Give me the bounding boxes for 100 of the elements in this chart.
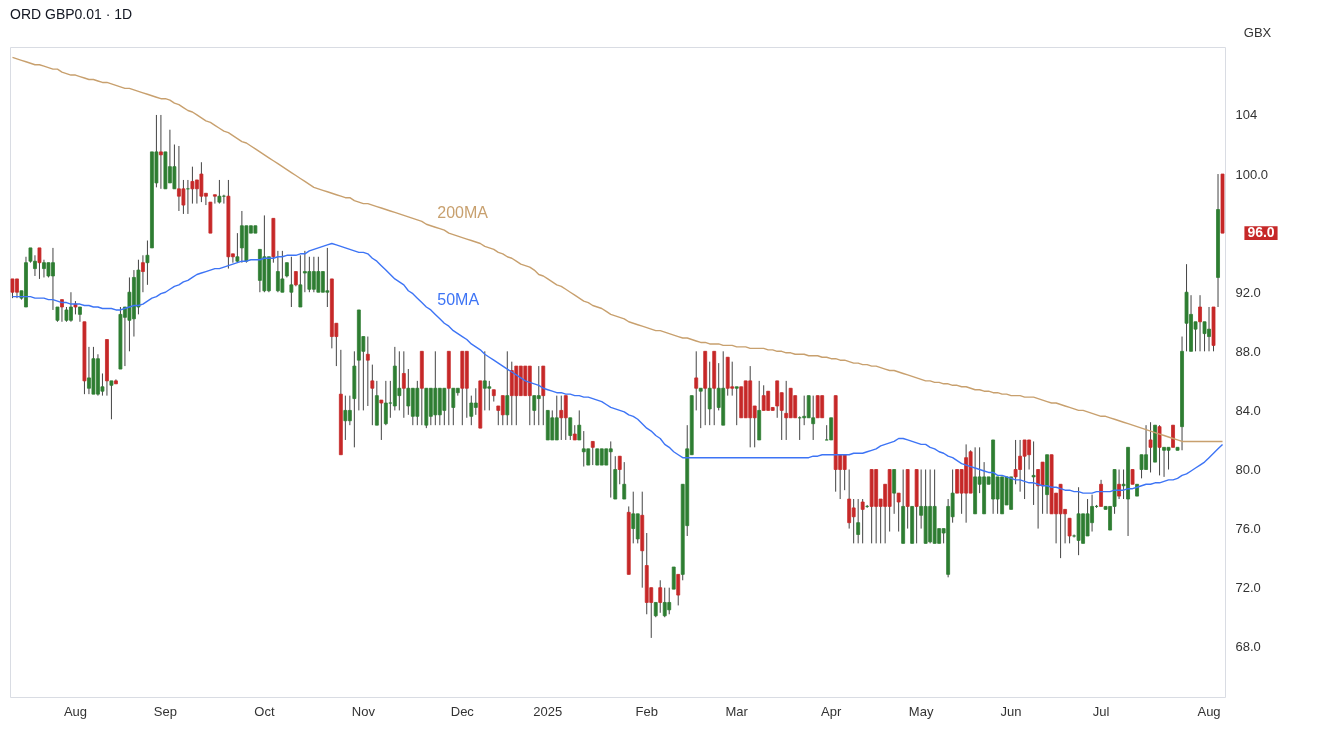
candlestick	[1198, 294, 1202, 352]
series-label: 50MA	[437, 291, 480, 309]
candlestick	[365, 336, 370, 407]
candlestick	[608, 440, 613, 499]
candlestick	[1139, 454, 1144, 479]
text: 96.0	[1247, 224, 1275, 241]
x-tick-label: Aug	[1197, 703, 1221, 719]
candlestick	[617, 455, 622, 485]
candlestick	[141, 254, 145, 293]
y-tick-label: 68.0	[1235, 639, 1261, 655]
candlestick	[532, 395, 537, 426]
candlestick	[734, 386, 739, 426]
y-tick-label: 72.0	[1235, 580, 1261, 596]
candlestick	[955, 469, 960, 494]
candlestick	[159, 114, 163, 190]
y-tick-label: 84.0	[1235, 402, 1261, 418]
x-tick-label: Oct	[254, 703, 275, 719]
y-tick-label: 76.0	[1235, 521, 1261, 537]
candlestick	[631, 491, 636, 544]
candlestick	[581, 430, 586, 468]
candlestick	[671, 566, 676, 590]
x-tick-label: Feb	[635, 703, 658, 719]
candlestick	[1067, 517, 1072, 544]
candlestick	[1157, 424, 1162, 476]
candlestick	[289, 256, 294, 308]
candlestick	[347, 395, 352, 426]
x-tick-label: Mar	[725, 703, 749, 719]
x-tick-label: 2025	[533, 703, 563, 719]
candlestick	[658, 579, 663, 614]
candlestick	[761, 384, 766, 411]
candlestick	[217, 179, 222, 205]
candlestick	[1022, 439, 1027, 500]
x-tick-label: Aug	[63, 703, 88, 719]
candlestick	[536, 365, 541, 426]
candlestick	[577, 409, 582, 441]
candlestick	[550, 409, 555, 441]
candlestick	[847, 469, 852, 530]
candlestick	[815, 395, 820, 419]
series-label: 200MA	[437, 204, 489, 222]
candlestick	[370, 364, 375, 426]
x-tick-label: Dec	[450, 703, 475, 719]
candlestick	[1171, 424, 1175, 448]
candlestick	[401, 350, 406, 419]
x-tick-label: Sep	[153, 703, 177, 719]
candlestick	[473, 387, 478, 416]
candlestick	[500, 395, 505, 426]
candlestick	[590, 440, 595, 466]
candlestick	[851, 498, 856, 544]
candlestick	[487, 380, 492, 411]
candlestick	[842, 454, 847, 491]
candlestick	[707, 361, 712, 426]
candlestick	[766, 390, 771, 411]
candlestick	[442, 387, 447, 426]
candlestick	[820, 395, 825, 419]
candlestick	[662, 587, 667, 618]
candlestick	[280, 250, 285, 293]
candlestick	[811, 395, 816, 441]
candlestick	[397, 350, 402, 411]
candlestick	[325, 247, 330, 308]
x-tick-label: Jul	[1092, 703, 1110, 719]
candlestick	[1031, 440, 1036, 506]
candlestick	[856, 498, 861, 544]
candlestick	[892, 469, 897, 515]
candlestick	[829, 417, 834, 441]
candlestick	[559, 395, 564, 441]
candlestick	[698, 387, 703, 429]
y-tick-label: 88.0	[1235, 343, 1261, 359]
candlestick	[1117, 469, 1121, 500]
x-tick-label: May	[908, 703, 934, 719]
candlestick	[784, 380, 789, 441]
candlestick	[622, 461, 627, 500]
candlestick	[78, 306, 82, 323]
candlestick	[482, 350, 487, 411]
candlestick	[730, 361, 735, 397]
candlestick	[316, 256, 321, 293]
candlestick	[10, 278, 15, 299]
x-tick-label: Nov	[351, 703, 376, 719]
x-tick-label: Jun	[1000, 703, 1022, 719]
candlestick	[676, 573, 681, 606]
candlestick	[1148, 421, 1153, 473]
y-tick-label: 80.0	[1235, 462, 1261, 477]
x-tick-label: Apr	[821, 703, 842, 719]
candlestick	[667, 587, 672, 615]
candlestick	[563, 395, 568, 441]
y-tick-label: 100.0	[1235, 166, 1269, 182]
candlestick	[298, 254, 303, 308]
candlestick	[199, 161, 204, 203]
candlestick	[383, 380, 388, 426]
y-axis-title: GBX	[1243, 24, 1272, 40]
candlestick	[451, 387, 456, 426]
candlestick	[1166, 446, 1171, 470]
candlestick	[379, 399, 384, 441]
candlestick	[406, 368, 411, 416]
candlestick	[554, 395, 559, 441]
candlestick	[109, 380, 114, 420]
candlestick	[469, 395, 474, 426]
candlestick	[1040, 461, 1045, 515]
y-tick-label: 92.0	[1235, 284, 1261, 300]
y-tick-label: 104	[1235, 107, 1258, 123]
candlestick	[37, 247, 42, 280]
